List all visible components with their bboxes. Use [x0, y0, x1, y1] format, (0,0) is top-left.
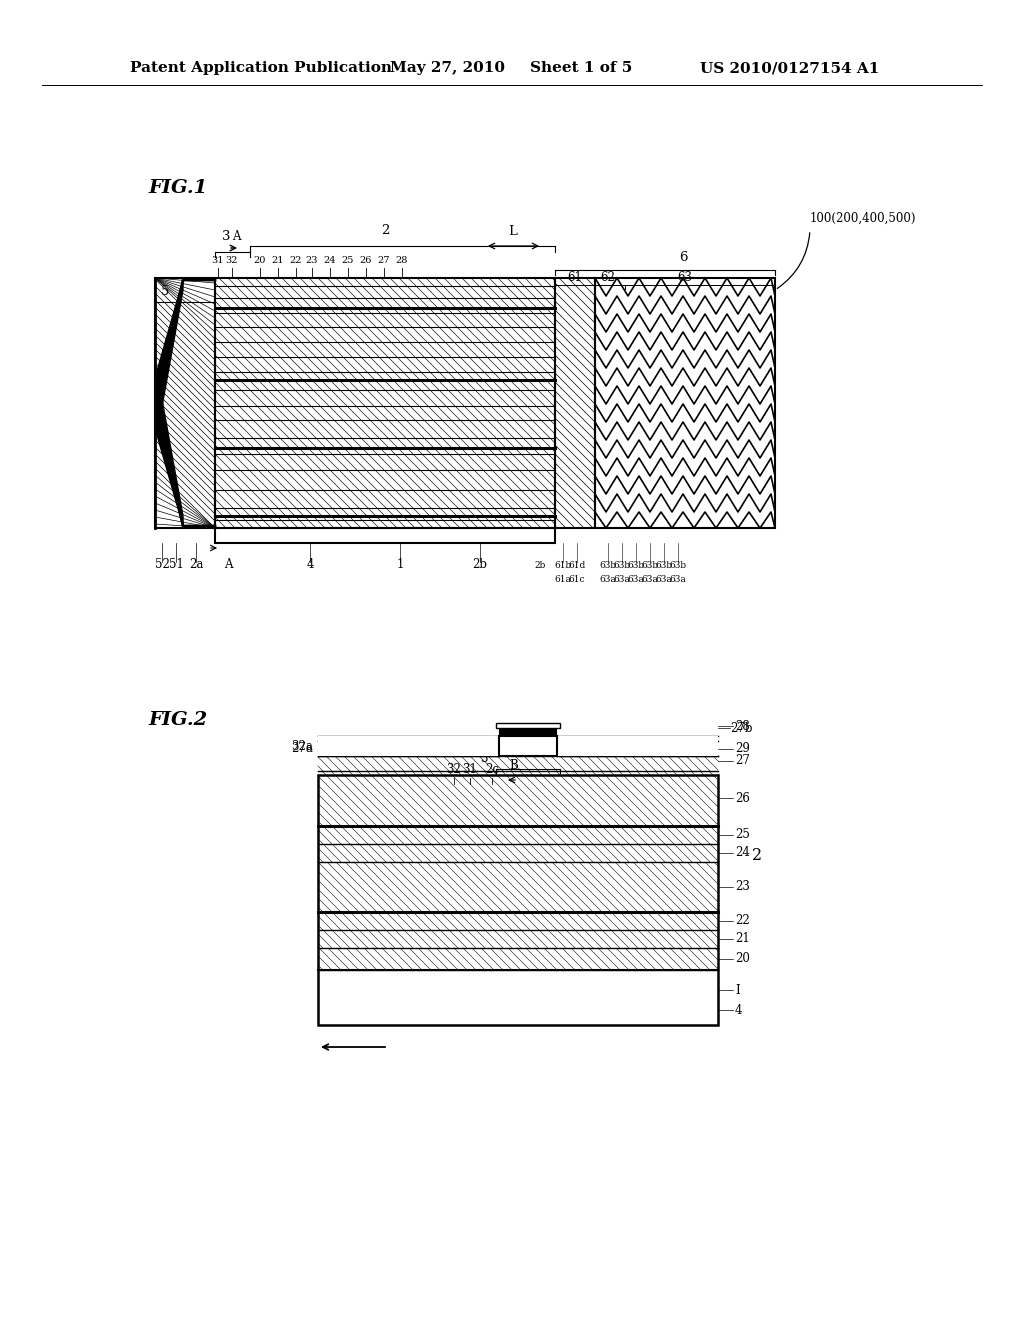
Text: 63a: 63a [670, 576, 686, 583]
Text: 2c: 2c [485, 763, 499, 776]
Text: 4: 4 [306, 558, 313, 572]
Text: 5: 5 [161, 285, 169, 298]
Text: 63a: 63a [613, 576, 631, 583]
Text: 3: 3 [222, 231, 230, 243]
Text: 51: 51 [169, 558, 183, 572]
Text: 26: 26 [359, 256, 372, 265]
Text: 63a: 63a [600, 576, 616, 583]
Text: 27a: 27a [291, 742, 313, 755]
Text: 28: 28 [396, 256, 409, 265]
Text: 2b: 2b [472, 558, 487, 572]
Bar [595, 279, 775, 528]
Bar [215, 528, 555, 543]
Text: 4: 4 [735, 1003, 742, 1016]
Text: 52: 52 [155, 558, 169, 572]
Text: Sheet 1 of 5: Sheet 1 of 5 [530, 61, 632, 75]
Text: 2: 2 [752, 846, 762, 863]
Bar [499, 729, 557, 737]
Text: 63b: 63b [641, 561, 658, 570]
Bar [318, 775, 718, 1026]
Text: Patent Application Publication: Patent Application Publication [130, 61, 392, 75]
Text: 23: 23 [306, 256, 318, 265]
Bar [496, 723, 560, 729]
Text: 63a: 63a [628, 576, 644, 583]
Text: 31: 31 [212, 256, 224, 265]
Text: 3: 3 [480, 752, 487, 766]
Text: 2: 2 [381, 224, 389, 238]
Text: 2b: 2b [535, 561, 546, 570]
Text: FIG.1: FIG.1 [148, 180, 207, 197]
Bar [557, 737, 718, 756]
Text: I: I [735, 983, 739, 997]
Text: 2a: 2a [188, 558, 203, 572]
Text: 100(200,400,500): 100(200,400,500) [810, 213, 916, 224]
Bar [318, 737, 499, 756]
Text: 32: 32 [446, 763, 462, 776]
Text: 63b: 63b [628, 561, 644, 570]
Text: FIG.2: FIG.2 [148, 711, 207, 729]
Text: 22: 22 [290, 256, 302, 265]
Text: 21: 21 [735, 932, 750, 945]
Text: 24: 24 [735, 846, 750, 859]
Text: 61d: 61d [568, 561, 586, 570]
Text: 31: 31 [463, 763, 477, 776]
Text: 63b: 63b [655, 561, 673, 570]
Text: 63a: 63a [642, 576, 658, 583]
Bar [499, 737, 557, 756]
Text: May 27, 2010: May 27, 2010 [390, 61, 505, 75]
Text: 27b: 27b [730, 722, 753, 734]
Bar [555, 279, 595, 528]
Bar [318, 723, 718, 729]
Bar [318, 970, 718, 1026]
Text: 6: 6 [679, 251, 687, 264]
Text: B: B [510, 759, 518, 772]
Text: 29: 29 [735, 742, 750, 755]
Text: 27: 27 [735, 755, 750, 767]
Text: 28: 28 [735, 719, 750, 733]
Text: 63b: 63b [599, 561, 616, 570]
Text: US 2010/0127154 A1: US 2010/0127154 A1 [700, 61, 880, 75]
Text: 61a: 61a [555, 576, 571, 583]
Text: 32: 32 [225, 256, 239, 265]
Text: 25: 25 [342, 256, 354, 265]
Text: 22: 22 [735, 915, 750, 928]
Text: 24: 24 [324, 256, 336, 265]
Text: 63: 63 [678, 271, 692, 284]
Text: L: L [509, 224, 517, 238]
Text: 61: 61 [567, 271, 583, 284]
Text: 23: 23 [735, 880, 750, 894]
Text: 63a: 63a [655, 576, 673, 583]
Text: 1: 1 [396, 558, 403, 572]
Text: 21: 21 [271, 256, 285, 265]
Text: 20: 20 [254, 256, 266, 265]
Text: 62: 62 [600, 271, 615, 284]
Bar [595, 279, 775, 528]
Text: 27: 27 [378, 256, 390, 265]
Text: 20: 20 [735, 953, 750, 965]
Text: 32a: 32a [291, 739, 313, 752]
Text: A: A [224, 558, 232, 572]
Bar [155, 279, 215, 528]
Text: 61c: 61c [568, 576, 586, 583]
Text: 63b: 63b [670, 561, 686, 570]
Bar [215, 279, 555, 528]
Text: 26: 26 [735, 792, 750, 804]
Text: A: A [231, 231, 241, 243]
Text: 61b: 61b [554, 561, 571, 570]
Text: 63b: 63b [613, 561, 631, 570]
Text: 25: 25 [735, 829, 750, 842]
Bar [499, 737, 557, 756]
Polygon shape [155, 280, 183, 525]
Bar [318, 775, 718, 1026]
